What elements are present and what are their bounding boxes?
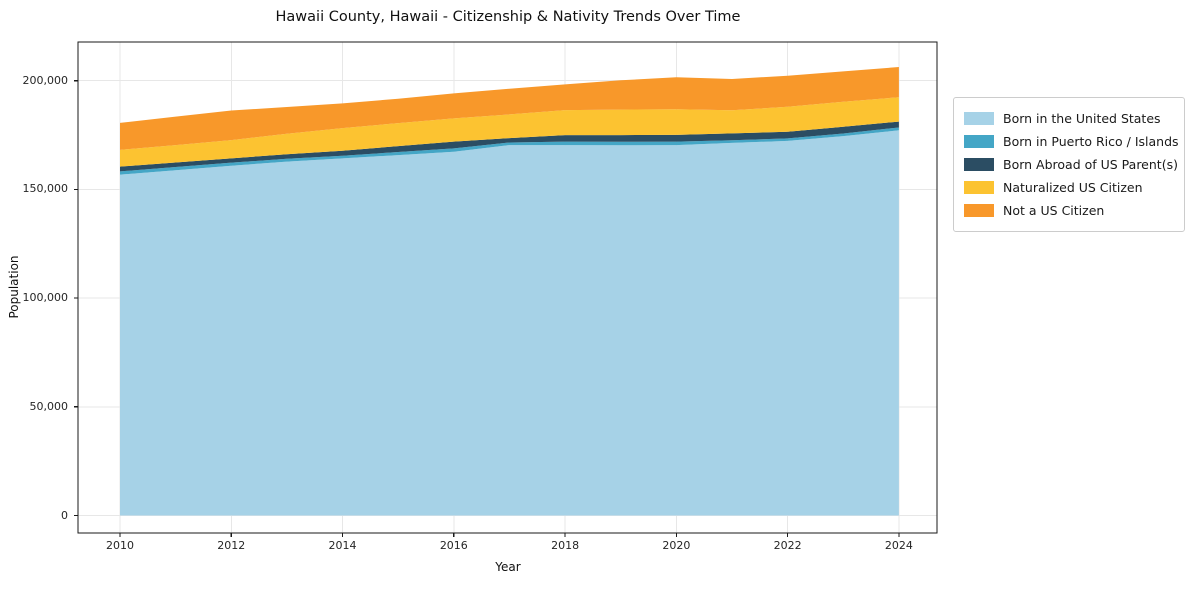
x-tick-label-2020: 2020 (662, 539, 691, 552)
legend-label: Born in Puerto Rico / Islands (1003, 134, 1179, 149)
legend-swatch-born-in-the-united-states (964, 112, 994, 125)
legend: Born in the United States Born in Puerto … (953, 97, 1185, 232)
legend-item-not-a-us-citizen: Not a US Citizen (964, 199, 1174, 222)
legend-swatch-born-abroad-of-us-parent-s (964, 158, 994, 171)
legend-items: Born in the United States Born in Puerto … (964, 107, 1179, 222)
area-series-not-a-us-citizen (120, 67, 899, 150)
y-tick-label-150000: 150,000 (22, 182, 69, 196)
x-axis-label: Year (495, 560, 521, 574)
x-tick-label-2022: 2022 (773, 539, 802, 552)
legend-label: Naturalized US Citizen (1003, 180, 1143, 195)
legend-label: Not a US Citizen (1003, 203, 1105, 218)
legend-item-born-abroad-of-us-parent-s: Born Abroad of US Parent(s) (964, 153, 1178, 176)
legend-label: Born Abroad of US Parent(s) (1003, 157, 1178, 172)
x-tick-label-2012: 2012 (217, 539, 246, 552)
y-tick-label-200000: 200,000 (22, 73, 69, 87)
legend-item-naturalized-us-citizen: Naturalized US Citizen (964, 176, 1174, 199)
chart-title: Hawaii County, Hawaii - Citizenship & Na… (275, 9, 741, 25)
x-tick-label-2018: 2018 (551, 539, 580, 552)
legend-item-born-in-the-united-states: Born in the United States (964, 107, 1174, 130)
y-tick-label-0: 0 (61, 508, 68, 522)
x-tick-label-2024: 2024 (884, 539, 913, 552)
legend-swatch-not-a-us-citizen (964, 204, 994, 217)
y-tick-label-100000: 100,000 (22, 291, 69, 305)
x-tick-label-2010: 2010 (106, 539, 134, 552)
x-tick-label-2016: 2016 (439, 539, 468, 552)
x-tick-label-2014: 2014 (328, 539, 357, 552)
y-axis-label: Population (7, 255, 21, 319)
legend-swatch-born-in-puerto-rico-islands (964, 135, 994, 148)
axes-spines (77, 41, 938, 534)
area-series-naturalized-us-citizen (120, 97, 899, 167)
legend-item-born-in-puerto-rico-islands: Born in Puerto Rico / Islands (964, 130, 1179, 153)
area-series-born-in-the-united-states (120, 130, 899, 516)
legend-swatch-naturalized-us-citizen (964, 181, 994, 194)
legend-label: Born in the United States (1003, 111, 1161, 126)
y-tick-label-50000: 50,000 (29, 399, 69, 413)
